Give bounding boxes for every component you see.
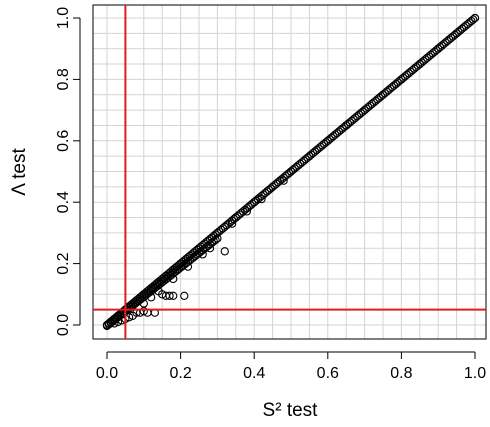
data-point xyxy=(470,13,480,23)
x-axis-label: S² test xyxy=(263,400,319,421)
y-tick-label: 0.2 xyxy=(55,252,72,274)
plot-frame xyxy=(92,4,487,340)
x-tick-label: 0.2 xyxy=(169,365,191,382)
x-tick-label: 0.8 xyxy=(390,365,412,382)
y-tick-label: 1.0 xyxy=(55,7,72,29)
data-point xyxy=(257,194,266,204)
data-point xyxy=(213,234,222,243)
x-tick-label: 0.0 xyxy=(96,365,118,382)
data-point xyxy=(227,219,237,228)
data-point xyxy=(211,235,220,245)
y-tick-label: 0.8 xyxy=(55,68,72,90)
data-point xyxy=(180,291,189,300)
data-point xyxy=(220,247,229,256)
x-tick-label: 0.6 xyxy=(317,365,339,382)
x-tick-label: 0.4 xyxy=(243,365,265,382)
y-tick-label: 0.0 xyxy=(55,314,72,336)
data-point xyxy=(242,207,251,216)
y-axis: 0.0 0.2 0.4 0.6 0.8 1.0 xyxy=(55,7,81,336)
x-tick-label: 1.0 xyxy=(464,365,486,382)
data-point xyxy=(169,291,178,300)
y-tick-label: 0.6 xyxy=(55,130,72,152)
y-tick-label: 0.4 xyxy=(55,191,72,213)
data-point xyxy=(165,291,174,300)
data-point xyxy=(279,176,288,185)
y-axis-label: Λ test xyxy=(9,148,30,196)
data-point xyxy=(469,15,478,24)
data-point xyxy=(205,244,215,253)
x-axis: 0.0 0.2 0.4 0.6 0.8 1.0 xyxy=(96,351,486,382)
reference-lines xyxy=(93,5,486,339)
